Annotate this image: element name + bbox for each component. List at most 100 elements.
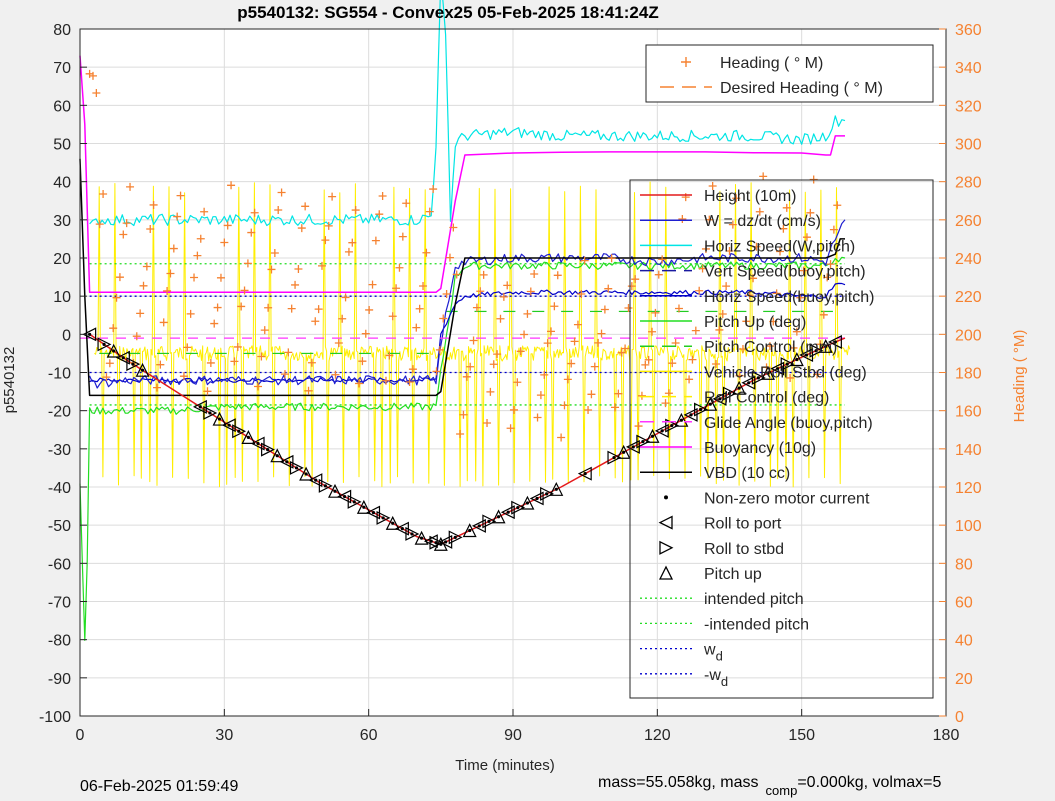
heading-point xyxy=(577,290,586,299)
heading-point xyxy=(698,264,707,273)
roll-pitch-marker xyxy=(135,362,150,377)
y2-tick-label: 120 xyxy=(955,480,982,497)
roll-pitch-marker xyxy=(203,405,218,420)
heading-point xyxy=(782,203,791,212)
motor-current-dot xyxy=(650,434,655,438)
motor-current-dot xyxy=(314,478,318,482)
motor-current-dot xyxy=(444,540,448,544)
y-tick-label: -60 xyxy=(48,556,71,573)
heading-point xyxy=(200,207,209,216)
heading-point xyxy=(381,376,390,385)
legend-main-label: Roll to port xyxy=(704,516,782,533)
heading-point xyxy=(351,206,360,215)
heading-point xyxy=(173,212,182,221)
motor-current-dot xyxy=(131,362,135,366)
heading-point xyxy=(294,265,303,274)
heading-point xyxy=(819,310,828,319)
heading-point xyxy=(644,355,653,364)
motor-current-dot xyxy=(756,376,760,380)
heading-point xyxy=(496,314,505,323)
heading-point xyxy=(530,270,539,279)
heading-point xyxy=(392,284,401,293)
heading-point xyxy=(348,238,357,247)
heading-point xyxy=(580,256,589,265)
heading-point xyxy=(826,260,835,269)
heading-point xyxy=(149,200,158,209)
heading-point xyxy=(749,274,758,283)
motor-current-dot xyxy=(487,519,491,523)
roll-pitch-marker xyxy=(703,396,718,411)
roll-pitch-marker xyxy=(751,370,766,385)
heading-point xyxy=(674,304,683,313)
heading-point xyxy=(499,292,508,301)
heading-point xyxy=(105,359,114,368)
heading-point xyxy=(708,182,717,191)
heading-point xyxy=(459,410,468,419)
heading-point xyxy=(567,359,576,368)
y2-tick-label: 180 xyxy=(955,366,982,383)
y2-tick-label: 0 xyxy=(955,709,964,726)
heading-point xyxy=(146,225,155,234)
motor-current-dot xyxy=(304,472,308,476)
heading-point xyxy=(186,309,195,318)
roll-pitch-marker xyxy=(818,338,833,353)
footer-mass: mass=55.058kg, mass comp=0.000kg, volmax=… xyxy=(598,774,942,798)
heading-point xyxy=(220,238,229,247)
roll-pitch-marker xyxy=(318,478,333,493)
legend-main-label: Horiz Speed(W,pitch) xyxy=(704,238,855,255)
heading-point xyxy=(216,273,225,282)
roll-pitch-marker xyxy=(97,337,112,352)
heading-point xyxy=(553,271,562,280)
legend-symbol xyxy=(659,540,674,555)
motor-current-dot xyxy=(371,510,376,515)
motor-current-dot xyxy=(198,405,202,409)
legend-main-label: Height (10m) xyxy=(704,188,796,205)
heading-point xyxy=(223,221,232,230)
heading-point xyxy=(139,281,148,290)
heading-point xyxy=(685,375,694,384)
legend-main: Height (10m) W = dz/dt (cm/s) Horiz Speed(… xyxy=(629,179,934,699)
heading-point xyxy=(156,360,165,369)
heading-point xyxy=(92,89,101,98)
heading-point xyxy=(388,312,397,321)
heading-point xyxy=(115,273,124,282)
legend-main-label: Non-zero motor current xyxy=(704,490,870,507)
heading-point xyxy=(422,248,431,257)
heading-point xyxy=(483,419,492,428)
roll-pitch-marker xyxy=(491,509,506,524)
heading-point xyxy=(405,378,414,387)
series-horiz-speed-w xyxy=(89,0,846,227)
heading-point xyxy=(102,373,111,382)
heading-point xyxy=(587,390,596,399)
heading-point xyxy=(270,248,279,257)
motor-current-dot xyxy=(785,362,789,366)
y-axis-ticks: 80 70 60 50 40 30 20 10 0 -10 -20 -30 -40 -50 -60 -70 -8… xyxy=(39,22,87,726)
chart-title: p5540132: SG554 - Convex25 05-Feb-2025 1… xyxy=(237,3,658,22)
y-tick-label: -50 xyxy=(48,518,71,535)
heading-point xyxy=(230,357,239,366)
roll-pitch-marker xyxy=(299,466,314,481)
heading-point xyxy=(331,370,340,379)
heading-point xyxy=(607,254,616,263)
motor-current-dot xyxy=(333,489,337,493)
heading-point xyxy=(513,378,522,387)
roll-pitch-marker xyxy=(549,481,564,496)
roll-pitch-marker xyxy=(250,436,265,451)
motor-current-dot xyxy=(391,521,395,525)
heading-point xyxy=(227,181,236,190)
y-tick-label: -40 xyxy=(48,480,71,497)
motor-current-dot xyxy=(583,472,587,476)
heading-point xyxy=(590,362,599,371)
roll-pitch-marker xyxy=(448,530,463,545)
roll-pitch-marker xyxy=(665,418,680,433)
motor-current-dot xyxy=(612,456,616,460)
heading-point xyxy=(435,345,444,354)
heading-point xyxy=(132,332,141,341)
heading-point xyxy=(509,405,518,414)
roll-pitch-marker xyxy=(423,534,438,549)
motor-current-dot xyxy=(535,496,539,501)
heading-point xyxy=(526,287,535,296)
legend-main-label: -intended pitch xyxy=(704,616,809,633)
heading-point xyxy=(759,172,768,181)
y2-tick-label: 20 xyxy=(955,671,973,688)
